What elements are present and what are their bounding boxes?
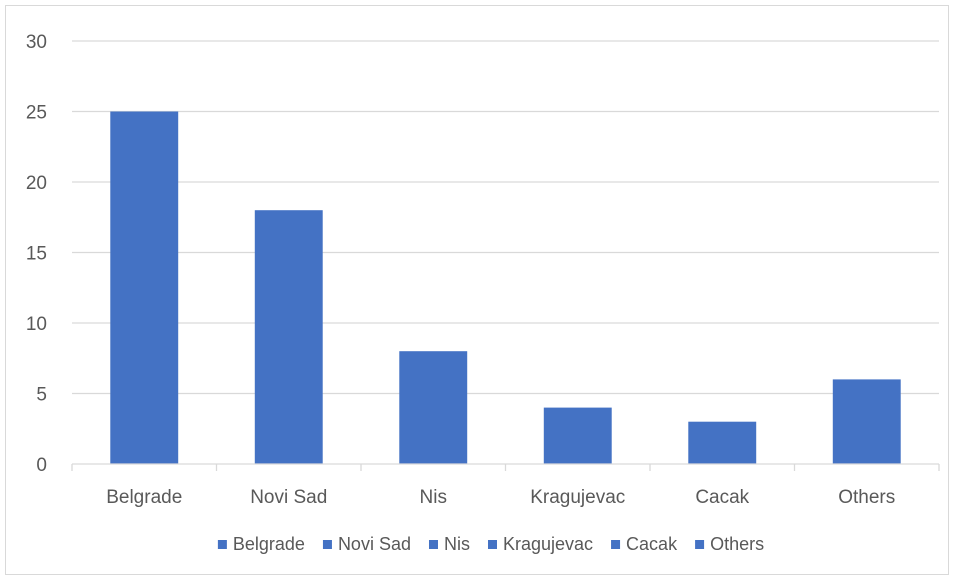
y-axis-ticks: 0 5 10 15 20 25 30 bbox=[26, 32, 47, 476]
legend-swatch bbox=[322, 540, 332, 549]
legend-item: Others bbox=[695, 534, 764, 554]
bar-belgrade bbox=[110, 111, 179, 464]
x-tick-label: Cacak bbox=[695, 487, 749, 508]
bars bbox=[110, 111, 901, 464]
y-tick-label: 5 bbox=[36, 385, 47, 406]
legend-swatch bbox=[695, 540, 705, 549]
y-tick-label: 0 bbox=[36, 455, 47, 476]
x-tick-label: Novi Sad bbox=[250, 487, 327, 508]
legend-item: Cacak bbox=[611, 534, 678, 554]
legend-label: Nis bbox=[444, 534, 470, 554]
x-tick-label: Others bbox=[838, 487, 895, 508]
legend-label: Novi Sad bbox=[338, 534, 411, 554]
y-tick-label: 30 bbox=[26, 32, 47, 53]
legend-swatch bbox=[217, 540, 227, 549]
x-axis-ticks: Belgrade Novi Sad Nis Kragujevac Cacak Others bbox=[106, 487, 895, 508]
legend-item: Belgrade bbox=[217, 534, 305, 554]
bar-cacak bbox=[688, 421, 757, 464]
legend-label: Kragujevac bbox=[503, 534, 593, 554]
y-tick-label: 10 bbox=[26, 314, 47, 335]
legend-item: Kragujevac bbox=[487, 534, 593, 554]
legend-label: Others bbox=[710, 534, 764, 554]
bar-nis bbox=[399, 351, 468, 464]
x-tick-label: Nis bbox=[420, 487, 447, 508]
x-tick-label: Kragujevac bbox=[530, 487, 625, 508]
legend-label: Cacak bbox=[626, 534, 678, 554]
bar-others bbox=[832, 379, 901, 464]
legend: Belgrade Novi Sad Nis Kragujevac Cacak Others bbox=[217, 534, 764, 554]
legend-swatch bbox=[487, 540, 497, 549]
legend-swatch bbox=[428, 540, 438, 549]
bar-kragujevac bbox=[543, 407, 612, 464]
y-tick-label: 20 bbox=[26, 173, 47, 194]
y-tick-label: 25 bbox=[26, 103, 47, 124]
y-tick-label: 15 bbox=[26, 244, 47, 265]
bar-novi-sad bbox=[254, 210, 323, 464]
legend-label: Belgrade bbox=[233, 534, 305, 554]
x-axis bbox=[71, 463, 940, 471]
gridlines bbox=[72, 40, 939, 395]
legend-swatch bbox=[611, 540, 621, 549]
legend-item: Nis bbox=[428, 534, 470, 554]
legend-item: Novi Sad bbox=[322, 534, 411, 554]
x-tick-label: Belgrade bbox=[106, 487, 182, 508]
